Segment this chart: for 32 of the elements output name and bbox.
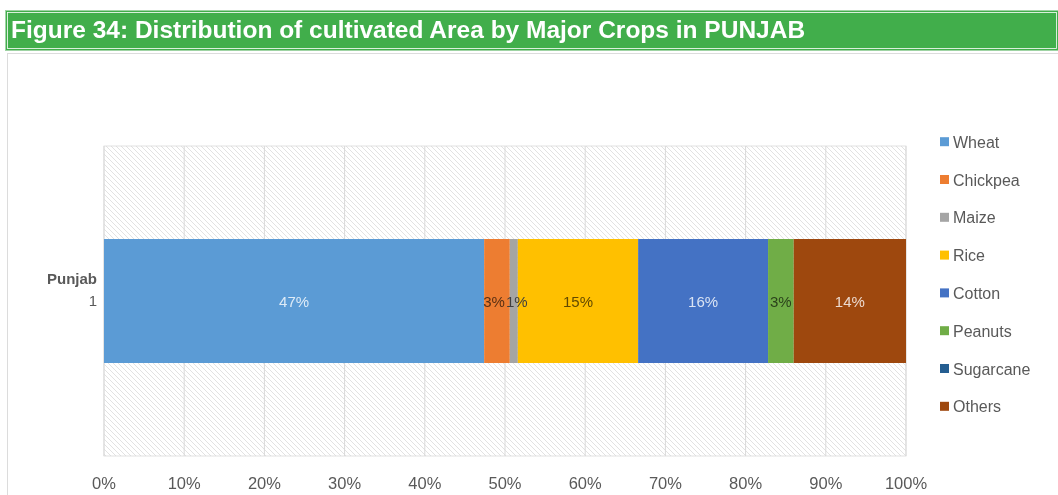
bar (104, 239, 485, 363)
x-tick-label: 50% (488, 474, 522, 492)
y-axis-title: Punjab (46, 270, 97, 287)
legend-label: Peanuts (953, 322, 1012, 340)
data-label: 47% (279, 292, 310, 310)
x-tick-label: 10% (167, 474, 202, 492)
legend-label: Rice (953, 246, 986, 264)
x-tick-label: 30% (328, 474, 362, 492)
legend-label: Wheat (953, 133, 1000, 151)
x-tick-label: 90% (809, 474, 843, 492)
legend-label: Sugarcane (953, 360, 1031, 377)
data-label: 3% (770, 292, 792, 310)
bar (638, 239, 769, 363)
legend-label: Chickpea (953, 171, 1020, 188)
y-tick-label: 1 (88, 292, 97, 309)
x-tick-label: 80% (729, 474, 763, 492)
x-tick-label: 100% (884, 474, 928, 492)
legend-label: Cotton (953, 284, 1001, 302)
bar (768, 239, 794, 363)
data-label: 14% (834, 292, 865, 310)
data-label: 16% (688, 292, 719, 310)
x-tick-label: 60% (568, 474, 603, 492)
x-tick-label: 40% (408, 474, 442, 492)
x-tick-label: 20% (247, 474, 282, 492)
legend-label: Others (953, 397, 1002, 415)
data-label: 3% (483, 292, 505, 310)
bar (793, 239, 906, 363)
legend-label: Maize (953, 208, 996, 226)
x-tick-label: 70% (648, 474, 683, 492)
data-label: 15% (562, 292, 593, 310)
x-tick-label: 0% (92, 474, 117, 492)
chart-title: Figure 34: Distribution of cultivated Area by Major Crops in PUNJAB (11, 16, 806, 43)
